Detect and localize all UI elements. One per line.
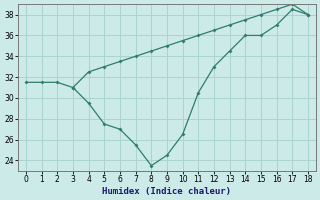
X-axis label: Humidex (Indice chaleur): Humidex (Indice chaleur) xyxy=(102,187,231,196)
